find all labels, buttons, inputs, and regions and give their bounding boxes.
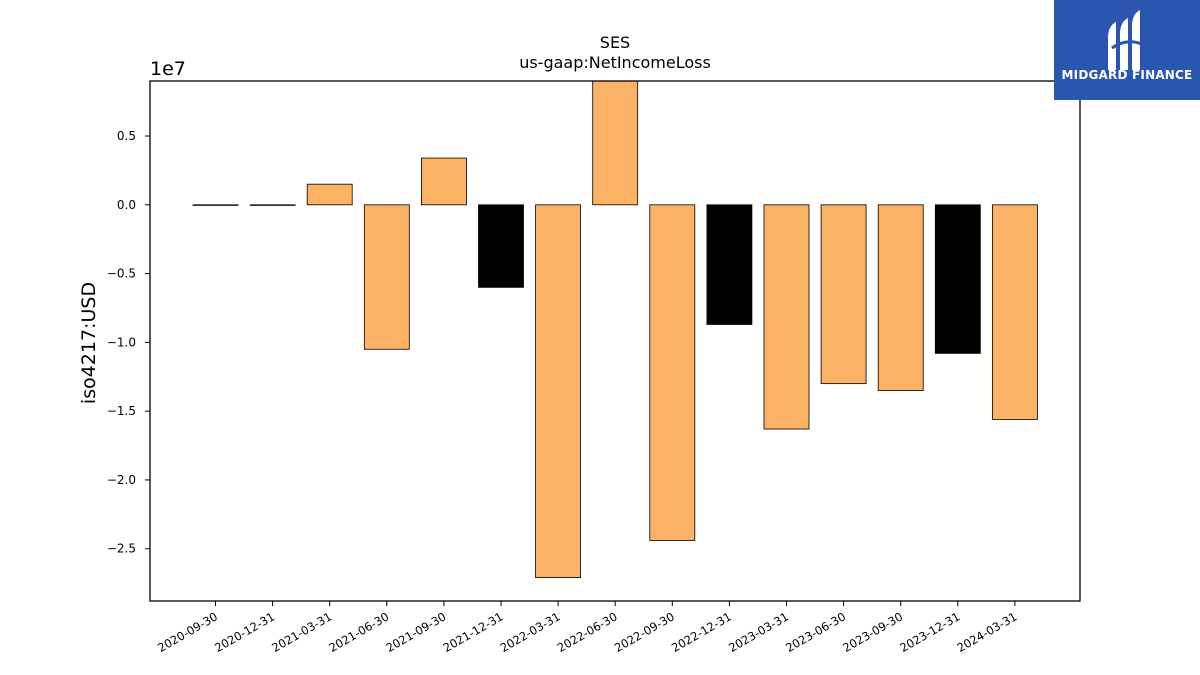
y-tick-label: 0.0	[117, 198, 136, 212]
x-tick-label: 2023-06-30	[783, 609, 848, 655]
bar-2021-12-31	[478, 204, 524, 288]
midgard-finance-logo[interactable]: MIDGARD FINANCE	[1054, 0, 1200, 100]
x-tick-label: 2023-12-31	[897, 609, 962, 655]
x-tick-label: 2021-09-30	[384, 609, 449, 655]
bar-2023-03-31	[763, 204, 810, 430]
x-tick-label: 2021-03-31	[269, 609, 334, 655]
midgard-logo-icon	[1108, 10, 1143, 70]
x-tick-label: 2024-03-31	[955, 609, 1020, 655]
bar-2023-12-31	[934, 204, 981, 354]
x-tick-label: 2023-09-30	[840, 609, 905, 655]
x-tick-label: 2021-12-31	[441, 609, 506, 655]
bar-2020-09-30	[192, 204, 239, 206]
x-tick-label: 2022-12-31	[669, 609, 734, 655]
y-tick-label: −2.5	[107, 542, 136, 556]
bar-2023-06-30	[820, 204, 867, 385]
chart-subtitle: us-gaap:NetIncomeLoss	[519, 53, 711, 72]
bar-2021-03-31	[306, 183, 353, 206]
y-tick-label: 0.5	[117, 129, 136, 143]
x-tick-label: 2022-09-30	[612, 609, 677, 655]
chart-title: SES	[600, 33, 630, 52]
x-tick-label: 2023-03-31	[726, 609, 791, 655]
bar-2022-06-30	[592, 81, 639, 206]
x-axis-ticks: 2020-09-302020-12-312021-03-312021-06-30…	[155, 601, 1019, 655]
bar-2021-06-30	[363, 204, 410, 350]
bar-2022-09-30	[649, 204, 696, 541]
logo-text: MIDGARD FINANCE	[1061, 68, 1193, 82]
y-axis-label: iso4217:USD	[78, 282, 100, 404]
plot-frame	[149, 80, 1081, 602]
bar-2022-12-31	[706, 204, 753, 325]
x-tick-label: 2022-03-31	[498, 609, 563, 655]
bar-2023-09-30	[877, 204, 924, 391]
x-tick-label: 2021-06-30	[326, 609, 391, 655]
bar-2020-12-31	[249, 204, 296, 206]
bar-2022-03-31	[535, 204, 581, 579]
y-tick-label: −0.5	[107, 267, 136, 281]
bars-group	[192, 81, 1038, 579]
bar-2021-09-30	[420, 157, 467, 206]
y-tick-label: −1.0	[107, 335, 136, 349]
y-tick-label: −1.5	[107, 404, 136, 418]
x-tick-label: 2022-06-30	[555, 609, 620, 655]
y-scale-label: 1e7	[150, 58, 186, 80]
x-tick-label: 2020-12-31	[212, 609, 277, 655]
y-axis-ticks: 0.5 0.0 −0.5 −1.0 −1.5 −2.0 −2.5	[107, 129, 150, 556]
y-tick-label: −2.0	[107, 473, 136, 487]
bar-2024-03-31	[992, 204, 1038, 420]
x-tick-label: 2020-09-30	[155, 609, 220, 655]
